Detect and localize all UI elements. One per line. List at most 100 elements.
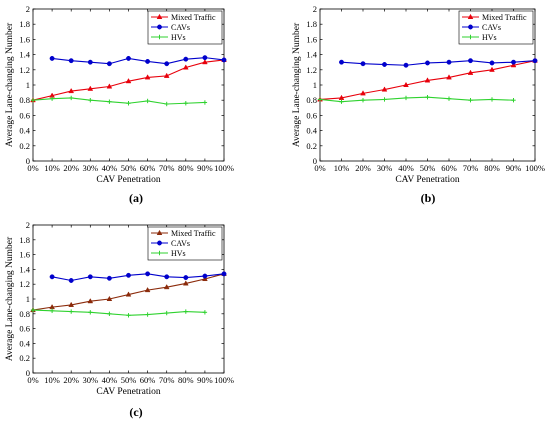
data-point-plus — [183, 309, 188, 314]
y-tick-label: 0.8 — [19, 95, 30, 105]
series-mixed-traffic — [30, 56, 227, 103]
x-tick-label: 0% — [27, 163, 38, 173]
x-tick-label: 20% — [63, 375, 79, 385]
legend-label: HVs — [171, 33, 186, 42]
data-point-plus — [126, 101, 131, 106]
legend-label: Mixed Traffic — [171, 229, 216, 238]
y-tick-label: 0.2 — [306, 141, 317, 151]
y-tick-label: 1.8 — [19, 235, 30, 245]
x-tick-label: 30% — [83, 375, 99, 385]
series-hvs — [317, 94, 516, 104]
data-point-plus — [317, 97, 323, 102]
x-tick-label: 70% — [463, 163, 479, 173]
data-point-plus — [382, 97, 387, 102]
data-point-circle — [489, 60, 495, 66]
y-tick-label: 0.6 — [19, 324, 30, 334]
x-axis-label: CAV Penetration — [96, 175, 161, 185]
data-point-plus — [489, 97, 495, 102]
x-tick-label: 50% — [121, 163, 137, 173]
data-point-circle — [221, 57, 227, 63]
legend-entry: CAVs — [151, 23, 190, 32]
legend-entry: HVs — [151, 249, 186, 258]
data-point-plus — [107, 99, 112, 104]
data-point-plus — [403, 95, 409, 101]
data-point-circle — [145, 271, 151, 277]
data-point-triangle — [156, 13, 163, 20]
series-line — [319, 96, 514, 103]
data-point-circle — [106, 275, 112, 281]
series-line — [32, 97, 205, 105]
data-point-circle — [126, 272, 131, 278]
data-point-circle — [403, 62, 409, 68]
data-point-triangle — [510, 62, 517, 68]
x-tick-label: 20% — [63, 163, 79, 173]
data-point-circle — [157, 24, 162, 30]
y-tick-label: 1.2 — [19, 279, 30, 289]
data-point-circle — [87, 59, 93, 65]
y-tick-label: 0.2 — [19, 353, 30, 363]
legend-label: CAVs — [482, 23, 501, 32]
data-point-triangle — [182, 64, 189, 70]
x-tick-label: 50% — [420, 163, 436, 173]
x-tick-label: 10% — [44, 375, 60, 385]
data-point-triangle — [360, 90, 366, 96]
y-tick-label: 1.6 — [19, 250, 30, 260]
y-tick-label: 1.4 — [19, 50, 30, 60]
legend-entry: Mixed Traffic — [462, 13, 527, 22]
x-tick-label: 80% — [484, 163, 500, 173]
series-line — [51, 273, 225, 282]
data-point-triangle — [106, 295, 113, 302]
legend-label: HVs — [482, 33, 497, 42]
x-tick-label: 20% — [355, 163, 371, 173]
legend-entry: Mixed Traffic — [151, 229, 216, 238]
data-point-plus — [511, 98, 516, 103]
y-tick-label: 0.6 — [19, 110, 30, 120]
data-point-plus — [88, 310, 93, 315]
data-point-circle — [49, 274, 55, 280]
y-tick-label: 2 — [313, 4, 317, 14]
legend-entry: HVs — [151, 33, 186, 42]
x-tick-label: 0% — [314, 163, 325, 173]
data-point-circle — [183, 56, 189, 62]
data-point-circle — [87, 274, 93, 280]
data-point-triangle — [403, 81, 409, 88]
data-point-circle — [164, 274, 170, 280]
y-tick-label: 1 — [313, 80, 317, 90]
data-point-triangle — [144, 286, 151, 293]
x-tick-label: 90% — [197, 375, 213, 385]
data-point-plus — [30, 98, 36, 103]
y-tick-label: 0 — [26, 368, 30, 378]
data-point-triangle — [424, 77, 431, 83]
x-tick-label: 40% — [398, 163, 414, 173]
x-tick-label: 0% — [27, 375, 38, 385]
data-point-triangle — [467, 69, 474, 75]
data-point-plus — [183, 101, 188, 106]
data-point-triangle — [68, 87, 75, 94]
x-axis-label: CAV Penetration — [96, 387, 161, 397]
data-point-triangle — [202, 275, 208, 282]
legend-label: Mixed Traffic — [171, 13, 216, 22]
x-tick-label: 90% — [506, 163, 522, 173]
data-point-circle — [202, 55, 208, 61]
x-tick-label: 40% — [102, 163, 118, 173]
series-hvs — [30, 307, 208, 318]
series-hvs — [30, 95, 208, 107]
panel-label: (b) — [421, 191, 436, 205]
data-point-plus — [145, 312, 150, 317]
y-tick-label: 0.8 — [19, 309, 30, 319]
data-point-triangle — [446, 74, 452, 80]
data-point-plus — [157, 34, 162, 40]
data-point-triangle — [182, 280, 189, 286]
y-axis-label: Average Lane-changing Number — [5, 22, 15, 147]
data-point-plus — [69, 309, 74, 314]
data-point-triangle — [381, 86, 388, 92]
data-point-plus — [88, 98, 93, 103]
data-point-triangle — [202, 59, 208, 65]
data-point-triangle — [87, 298, 94, 304]
data-point-circle — [164, 61, 170, 67]
data-point-plus — [339, 99, 344, 104]
legend-label: CAVs — [171, 239, 190, 248]
x-axis-label: CAV Penetration — [395, 175, 460, 185]
data-point-circle — [49, 55, 55, 61]
